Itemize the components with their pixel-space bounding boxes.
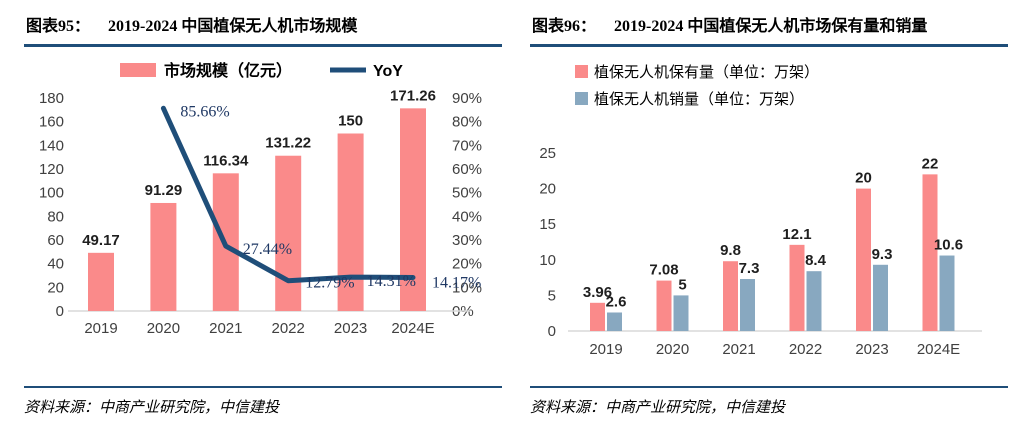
market-size-bar [88, 252, 114, 311]
sales-bar [939, 255, 955, 331]
bar-value-label: 22 [922, 155, 939, 172]
volume-sales-chart: 植保无人机保有量（单位：万架） 植保无人机销量（单位：万架） 25 20 15 10 5 0 3… [539, 64, 982, 358]
y-axis-tick: 5 [548, 287, 556, 304]
bar-value-label: 131.22 [265, 135, 311, 152]
x-axis-label: 2022 [789, 341, 822, 358]
left-axis-tick: 160 [39, 114, 64, 131]
bar-value-label: 8.4 [805, 252, 827, 269]
right-axis-tick: 40% [452, 208, 482, 225]
sales-bar [607, 312, 622, 331]
y-axis-tick: 25 [539, 145, 556, 162]
bar-value-label: 9.3 [872, 246, 893, 263]
x-axis-label: 2021 [722, 341, 755, 358]
figure-96-source-row: 资料来源：中商产业研究院，中信建投 [530, 386, 1008, 417]
legend-market-size-swatch [120, 63, 156, 77]
right-axis-tick: 50% [452, 185, 482, 202]
left-axis-tick: 120 [39, 161, 64, 178]
fleet-bar [789, 244, 805, 331]
figure-panel-96: 图表96： 2019-2024 中国植保无人机市场保有量和销量 植保无人机保有量… [530, 8, 1008, 420]
market-size-chart: 市场规模（亿元） YoY 180 90% 160 80% 140 70% 120 60% 100 50… [39, 61, 482, 337]
bar-value-label: 5 [678, 276, 686, 293]
bar-value-label: 91.29 [145, 182, 183, 199]
figure-96-label: 图表96： [532, 18, 597, 35]
y-axis-tick: 15 [539, 216, 556, 233]
left-axis-tick: 0 [56, 303, 64, 320]
right-axis-tick: 60% [452, 161, 482, 178]
sales-bar [673, 295, 689, 331]
yoy-value-label: 85.66% [180, 103, 229, 120]
legend-sales-label: 植保无人机销量（单位：万架） [594, 91, 804, 108]
y-axis-tick: 10 [539, 252, 556, 269]
right-axis-tick: 10% [452, 279, 482, 296]
fleet-bar [590, 302, 605, 331]
figure-96-header: 图表96： 2019-2024 中国植保无人机市场保有量和销量 [530, 8, 1008, 47]
y-axis-tick: 20 [539, 181, 556, 198]
x-axis-label: 2020 [147, 320, 180, 337]
x-axis-label: 2023 [855, 341, 888, 358]
sales-bar [806, 271, 822, 331]
x-axis-label: 2019 [84, 320, 117, 337]
fleet-bar [723, 261, 738, 331]
right-axis-tick: 20% [452, 256, 482, 273]
market-size-bar [337, 133, 364, 311]
yoy-value-label: 14.31% [367, 273, 416, 290]
bar-value-label: 3.96 [583, 284, 612, 301]
left-axis-tick: 60 [47, 232, 64, 249]
fleet-bar [856, 188, 871, 331]
market-size-bar [275, 155, 302, 311]
sales-bar [740, 279, 755, 331]
figure-96-title: 2019-2024 中国植保无人机市场保有量和销量 [614, 18, 928, 35]
figure-panel-95: 图表95： 2019-2024 中国植保无人机市场规模 市场规模（亿元） YoY 1… [24, 8, 502, 420]
figure-95-label: 图表95： [26, 18, 91, 35]
yoy-value-label: 27.44% [243, 241, 292, 258]
bar-value-label: 7.08 [649, 262, 678, 279]
left-axis-tick: 20 [47, 279, 64, 296]
bar-value-label: 10.6 [934, 237, 963, 254]
legend-fleet-swatch [575, 65, 588, 78]
x-axis-label: 2019 [589, 341, 622, 358]
figure-95-header: 图表95： 2019-2024 中国植保无人机市场规模 [24, 8, 502, 47]
left-axis-tick: 80 [47, 208, 64, 225]
yoy-value-label: 12.79% [305, 275, 354, 292]
left-axis-tick: 140 [39, 137, 64, 154]
x-axis-label: 2020 [656, 341, 689, 358]
legend-yoy-label: YoY [373, 63, 403, 80]
bar-value-label: 7.3 [739, 260, 760, 277]
sales-bar [873, 264, 888, 331]
bar-value-label: 171.26 [390, 87, 436, 104]
x-axis-label: 2021 [209, 320, 242, 337]
figure-95-title: 2019-2024 中国植保无人机市场规模 [108, 18, 358, 35]
bar-value-label: 116.34 [203, 152, 249, 169]
x-axis-label: 2023 [334, 320, 367, 337]
market-size-bar [150, 202, 177, 311]
fleet-bar [922, 174, 938, 331]
legend-fleet-label: 植保无人机保有量（单位：万架） [594, 64, 819, 81]
x-axis-label: 2022 [272, 320, 305, 337]
x-axis-label: 2024E [917, 341, 960, 358]
bar-value-label: 49.17 [82, 232, 120, 249]
yoy-value-label: 14.17% [432, 274, 481, 291]
figure-95-source-row: 资料来源：中商产业研究院，中信建投 [24, 386, 502, 417]
left-axis-tick: 40 [47, 256, 64, 273]
bar-value-label: 20 [855, 170, 872, 187]
legend-market-size-label: 市场规模（亿元） [164, 61, 292, 80]
right-axis-tick: 30% [452, 232, 482, 249]
right-axis-tick: 80% [452, 114, 482, 131]
right-axis-tick: 90% [452, 90, 482, 107]
bar-value-label: 12.1 [782, 226, 811, 243]
bar-value-label: 2.6 [606, 293, 627, 310]
fleet-bar [656, 280, 672, 331]
x-axis-label: 2024E [391, 320, 434, 337]
y-axis-tick: 0 [548, 323, 556, 340]
bar-value-label: 150 [338, 113, 363, 130]
yoy-line [160, 105, 416, 284]
left-axis-tick: 180 [39, 90, 64, 107]
left-axis-tick: 100 [39, 185, 64, 202]
bar-value-label: 9.8 [720, 242, 741, 259]
right-axis-tick: 70% [452, 137, 482, 154]
legend-sales-swatch [575, 92, 588, 105]
figure-96-source: 资料来源：中商产业研究院，中信建投 [530, 400, 786, 416]
figure-95-source: 资料来源：中商产业研究院，中信建投 [24, 400, 280, 416]
